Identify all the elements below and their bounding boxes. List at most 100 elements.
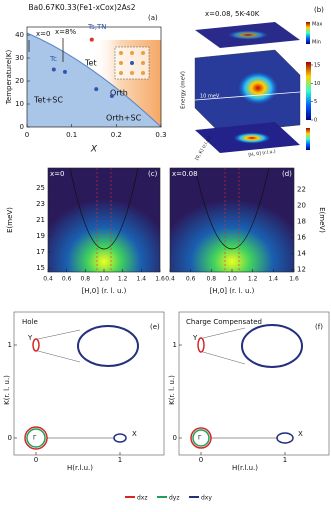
x-tick-label: 1.0: [227, 276, 237, 283]
y-tick-label: 25: [36, 184, 45, 192]
x-pocket: [113, 433, 127, 443]
zoom-line: [202, 351, 246, 365]
y-tick-label: 15: [36, 264, 45, 272]
panel-title: Hole: [22, 318, 38, 326]
x-tick-label: 1.4: [137, 276, 147, 283]
x-tick-label: 0: [34, 456, 38, 464]
x-tick-label: 0: [199, 456, 203, 464]
x-tick-label: 0.4: [165, 276, 175, 283]
dispersion: [69, 167, 139, 250]
x-tick-label: 0: [25, 131, 29, 139]
y-tick-label: 30: [15, 54, 24, 62]
y-tick-label: 21: [36, 216, 45, 224]
x-tick-label: 0.4: [43, 276, 53, 283]
colorbar-tick-label: 15: [314, 63, 320, 69]
y-axis-label: E(meV): [318, 207, 326, 233]
y-tick-label: 17: [36, 248, 45, 256]
x-tick-label: 0.3: [155, 131, 166, 139]
annotation: Orth: [110, 89, 128, 98]
panel-title: Ba0.67K0.33(Fe1-xCox)2As2: [29, 3, 136, 12]
x-axis-label: [H,0] (r. l. u.): [210, 287, 255, 295]
y-pocket: [32, 338, 40, 352]
colorbar-bottom: [306, 128, 310, 150]
annotation: Tc: [49, 55, 57, 63]
cut-line: [194, 91, 301, 101]
y-tick-label: 22: [297, 186, 306, 194]
zoom-pocket: [77, 325, 139, 367]
annotation: x=8%: [55, 28, 76, 36]
colorbar-max: Max: [312, 22, 322, 28]
sc-region: [27, 33, 161, 127]
y-tick-label: 23: [36, 200, 45, 208]
y-tick-label: 14: [297, 250, 306, 258]
y-tick-label: 16: [297, 234, 306, 242]
k-axis-label: [0, K] (r.l.u.): [194, 135, 213, 162]
legend: dxz dyz dxy: [125, 495, 212, 502]
annotation: Tet: [84, 59, 97, 68]
legend-label: dyz: [169, 495, 180, 502]
gamma-pocket: [192, 429, 210, 447]
dispersion: [194, 167, 270, 250]
annotation: x=0: [36, 30, 50, 38]
legend-label: dxz: [137, 495, 148, 502]
x-pocket: [276, 432, 294, 444]
zoom-line: [202, 327, 246, 339]
panel-title: x=0.08: [172, 170, 198, 178]
frame: [178, 311, 330, 456]
x-tick-label: 1.2: [248, 276, 258, 283]
data-point: [94, 87, 99, 92]
annotation: Ts,TN: [87, 23, 107, 31]
annotation: Tet+SC: [33, 96, 63, 105]
x-axis-label: H(r.l.u.): [67, 464, 93, 472]
y-tick-label: 0: [173, 434, 177, 442]
x-tick-label: 0.6: [62, 276, 72, 283]
panel-title: x=0.08, 5K-40K: [205, 10, 260, 18]
x-tick-label: 1.0: [99, 276, 109, 283]
panel-f: Charge Compensated (f) Y Γ X K(r. l. u.)…: [168, 311, 330, 472]
y-tick-label: 40: [15, 31, 24, 39]
y-axis-label: Temperature(K): [5, 50, 13, 106]
middle-intensity: [236, 70, 280, 106]
panel-c: x=0 (c) [H,0] (r. l. u.) E(meV): [6, 167, 160, 295]
y-pocket: [197, 337, 205, 353]
x-tick-label: 0.8: [81, 276, 91, 283]
y-tick-label: 19: [36, 232, 45, 240]
x-tick-label: 1: [283, 456, 287, 464]
x-axis-label: X: [90, 145, 98, 155]
x-tick-label: 0.2: [111, 131, 122, 139]
panel-title: x=0: [50, 170, 64, 178]
x-tick-label: 0.6: [186, 276, 196, 283]
zoom-line: [37, 329, 81, 340]
annotation: Orth+SC: [106, 114, 142, 123]
y-axis-label: Energy (meV): [181, 71, 187, 109]
y-tick-label: 0: [20, 123, 24, 131]
y-tick-label: 1: [8, 341, 12, 349]
point-label: X: [298, 430, 303, 438]
colorbar-min: Min: [312, 40, 321, 46]
bottom-intensity: [232, 132, 272, 144]
heatmap: [170, 168, 294, 272]
y-tick-label: 1: [173, 341, 177, 349]
panel-label: (b): [314, 6, 324, 14]
x-tick-label: 0.1: [66, 131, 77, 139]
data-point: [51, 67, 56, 72]
panel-label: (e): [150, 323, 160, 331]
y-axis-label: E(meV): [6, 207, 14, 233]
point-label: Γ: [198, 435, 202, 442]
x-tick-label: 0.8: [207, 276, 217, 283]
panel-d: x=0.08 (d) [H,0] (r. l. u.) E(meV): [170, 167, 326, 295]
panel-e: Hole (e) Y Γ X K(r. l. u.) H(r.l.u.): [3, 311, 165, 472]
x-axis-label: [H,0] (r. l. u.): [82, 287, 127, 295]
cut-label: 10 meV: [200, 94, 220, 100]
point-label: Y: [27, 334, 33, 342]
point-label: Y: [192, 334, 198, 342]
point-label: X: [132, 430, 137, 438]
panel-label: (c): [148, 170, 158, 178]
legend-label: dxy: [201, 495, 212, 502]
gamma-pocket: [26, 428, 46, 448]
panel-title: Charge Compensated: [186, 318, 262, 326]
colorbar-tick-label: 5: [314, 99, 317, 105]
x-tick-label: 1.6: [155, 276, 165, 283]
x-tick-label: 1.2: [118, 276, 128, 283]
